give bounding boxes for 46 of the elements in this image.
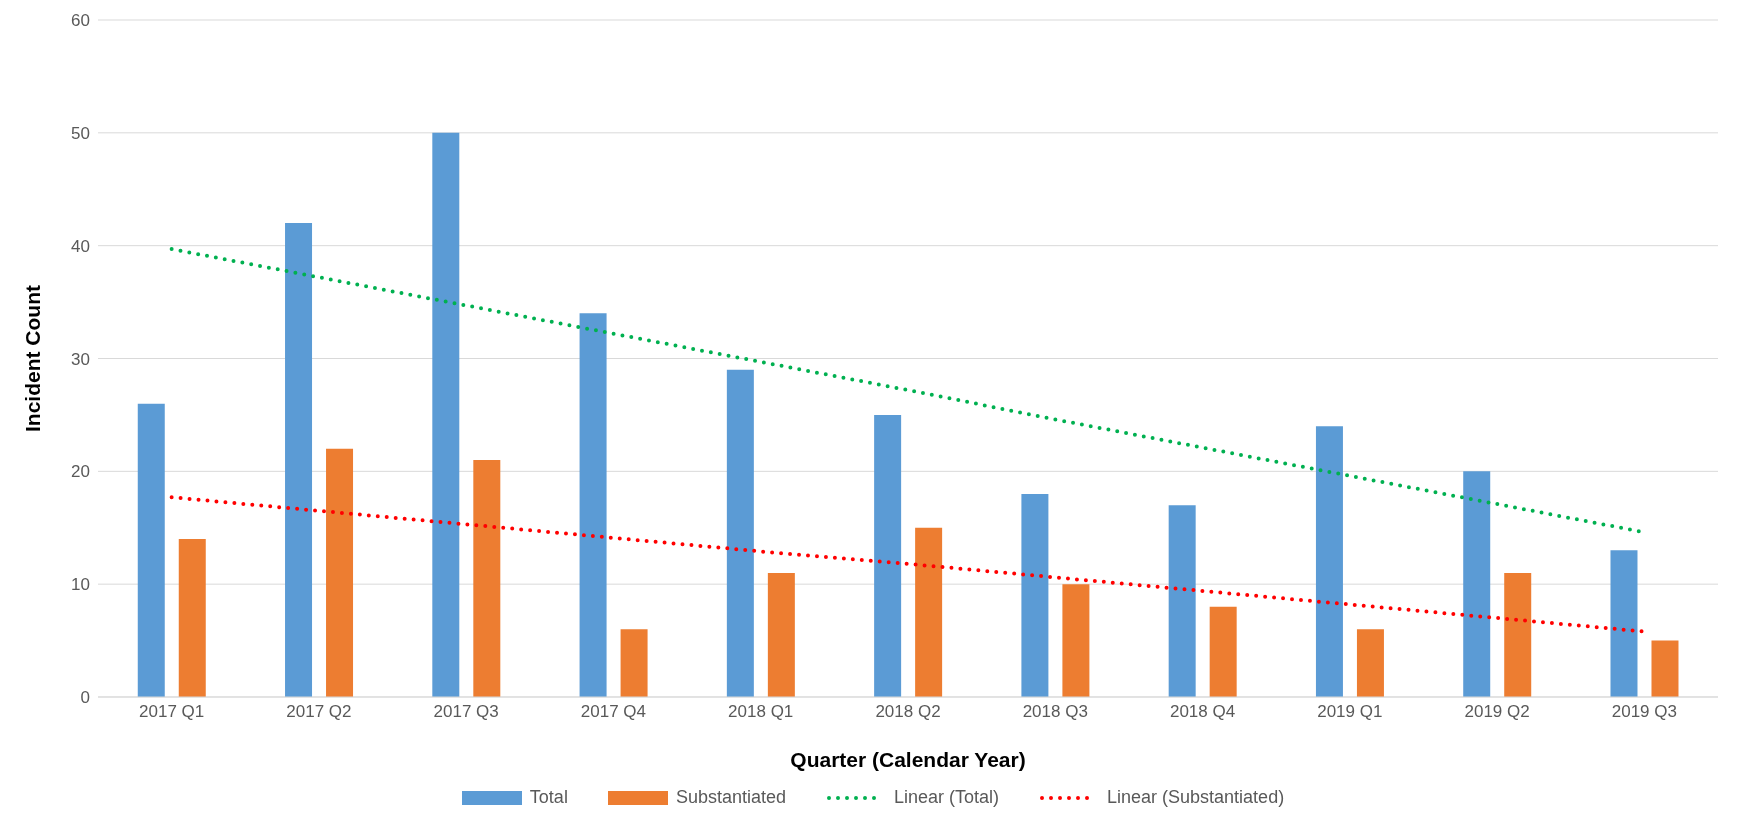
bar bbox=[1209, 606, 1237, 697]
bar bbox=[767, 572, 795, 697]
x-tick-label: 2018 Q2 bbox=[875, 702, 941, 722]
bar bbox=[1356, 629, 1384, 697]
x-tick-label: 2019 Q1 bbox=[1317, 702, 1383, 722]
y-axis-title: Incident Count bbox=[21, 285, 45, 432]
y-tick-label: 30 bbox=[71, 349, 90, 369]
bar bbox=[285, 223, 313, 697]
bar bbox=[1315, 426, 1343, 697]
x-tick-label: 2017 Q4 bbox=[580, 702, 647, 722]
legend-label: Total bbox=[529, 787, 568, 808]
bar bbox=[473, 460, 501, 697]
y-tick-label: 10 bbox=[71, 575, 90, 595]
x-tick-label: 2019 Q2 bbox=[1464, 702, 1530, 722]
y-tick-label: 0 bbox=[80, 688, 90, 708]
legend-label: Linear (Total) bbox=[893, 787, 1000, 808]
bar bbox=[1168, 505, 1196, 697]
legend-label: Substantiated bbox=[675, 787, 786, 808]
bar bbox=[1021, 493, 1049, 697]
bar bbox=[1504, 572, 1532, 697]
bar bbox=[1651, 640, 1679, 697]
bar bbox=[137, 403, 165, 697]
bar bbox=[726, 369, 754, 697]
bar bbox=[1463, 471, 1491, 697]
bar bbox=[915, 527, 943, 697]
bar bbox=[1610, 550, 1638, 697]
legend-label: Linear (Substantiated) bbox=[1107, 787, 1285, 808]
bar bbox=[432, 132, 460, 697]
y-tick-label: 50 bbox=[71, 123, 90, 143]
x-tick-label: 2017 Q1 bbox=[139, 702, 205, 722]
x-tick-label: 2017 Q2 bbox=[286, 702, 352, 722]
x-tick-label: 2019 Q3 bbox=[1611, 702, 1677, 722]
bar bbox=[178, 539, 206, 697]
x-tick-label: 2018 Q3 bbox=[1022, 702, 1088, 722]
y-tick-label: 40 bbox=[71, 236, 90, 256]
bar bbox=[1062, 584, 1090, 697]
bar bbox=[620, 629, 648, 697]
x-tick-label: 2017 Q3 bbox=[433, 702, 499, 722]
y-tick-label: 20 bbox=[71, 462, 90, 482]
x-tick-label: 2018 Q4 bbox=[1169, 702, 1236, 722]
bar bbox=[579, 313, 607, 697]
x-tick-label: 2018 Q1 bbox=[728, 702, 794, 722]
x-axis-title: Quarter (Calendar Year) bbox=[790, 748, 1026, 771]
bar bbox=[874, 414, 902, 697]
y-tick-label: 60 bbox=[71, 11, 90, 31]
bar bbox=[326, 448, 354, 697]
